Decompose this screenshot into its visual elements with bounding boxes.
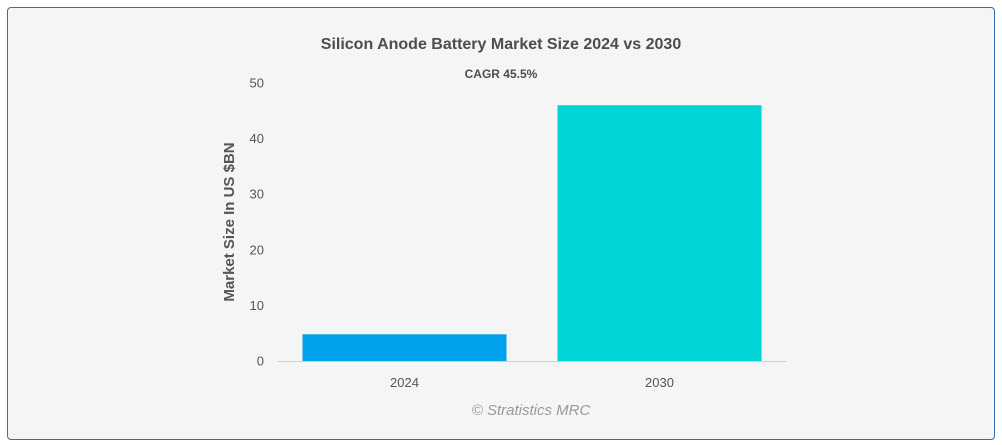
y-tick-label: 50 <box>250 76 264 91</box>
y-tick-label: 40 <box>250 131 264 146</box>
x-tick-label: 2024 <box>390 375 419 390</box>
chart-card <box>7 7 995 440</box>
x-tick-label: 2030 <box>645 375 674 390</box>
y-tick-label: 20 <box>250 242 264 257</box>
x-axis: 2024 2030 <box>390 375 674 390</box>
y-tick-label: 30 <box>250 187 264 202</box>
bar-2030 <box>557 105 762 362</box>
chart-title: Silicon Anode Battery Market Size 2024 v… <box>321 36 682 53</box>
y-axis: 0 10 20 30 40 50 <box>250 76 264 369</box>
y-tick-label: 10 <box>250 298 264 313</box>
bar-2024 <box>302 334 507 361</box>
credit-text: © Stratistics MRC <box>472 402 591 419</box>
chart-subtitle: CAGR 45.5% <box>465 67 538 81</box>
bars <box>302 105 762 362</box>
y-axis-label: Market Size In US $BN <box>221 142 238 301</box>
y-tick-label: 0 <box>257 354 264 369</box>
